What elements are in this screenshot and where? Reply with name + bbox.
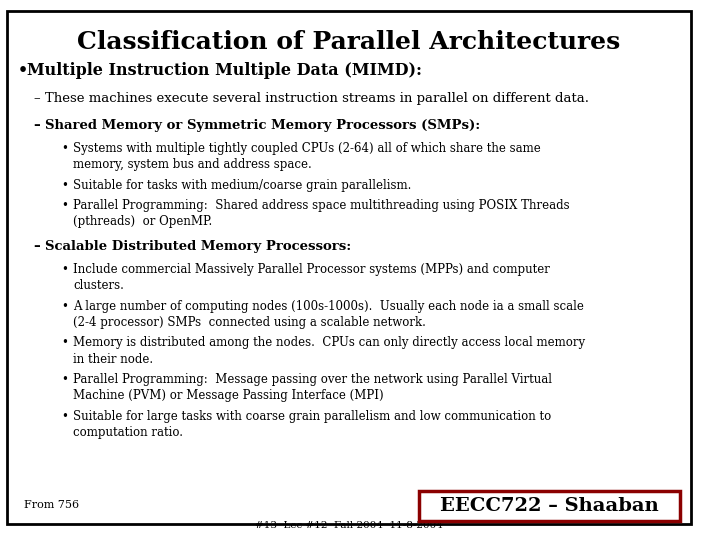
Text: •: • [61, 263, 68, 276]
Text: •: • [61, 142, 68, 155]
Text: –: – [34, 92, 40, 105]
Text: clusters.: clusters. [73, 279, 124, 292]
Text: •: • [61, 179, 68, 192]
Text: These machines execute several instruction streams in parallel on different data: These machines execute several instructi… [45, 92, 590, 105]
Text: •: • [61, 373, 68, 386]
Text: •: • [61, 410, 68, 423]
Text: •: • [61, 300, 68, 313]
Text: Classification of Parallel Architectures: Classification of Parallel Architectures [77, 30, 621, 53]
Text: From 756: From 756 [24, 500, 79, 510]
FancyBboxPatch shape [418, 491, 680, 521]
Text: –: – [34, 119, 40, 132]
Text: •: • [17, 62, 27, 79]
Text: (2-4 processor) SMPs  connected using a scalable network.: (2-4 processor) SMPs connected using a s… [73, 316, 426, 329]
Text: computation ratio.: computation ratio. [73, 426, 184, 439]
Text: Parallel Programming:  Message passing over the network using Parallel Virtual: Parallel Programming: Message passing ov… [73, 373, 552, 386]
Text: •: • [61, 336, 68, 349]
Text: Scalable Distributed Memory Processors:: Scalable Distributed Memory Processors: [45, 240, 351, 253]
FancyBboxPatch shape [7, 11, 690, 524]
Text: (pthreads)  or OpenMP.: (pthreads) or OpenMP. [73, 215, 212, 228]
Text: EECC722 – Shaaban: EECC722 – Shaaban [440, 497, 659, 515]
Text: –: – [34, 240, 40, 253]
Text: Suitable for large tasks with coarse grain parallelism and low communication to: Suitable for large tasks with coarse gra… [73, 410, 552, 423]
Text: A large number of computing nodes (100s-1000s).  Usually each node ia a small sc: A large number of computing nodes (100s-… [73, 300, 584, 313]
Text: Suitable for tasks with medium/coarse grain parallelism.: Suitable for tasks with medium/coarse gr… [73, 179, 412, 192]
Text: Machine (PVM) or Message Passing Interface (MPI): Machine (PVM) or Message Passing Interfa… [73, 389, 384, 402]
Text: Shared Memory or Symmetric Memory Processors (SMPs):: Shared Memory or Symmetric Memory Proces… [45, 119, 481, 132]
Text: #13  Lec #12  Fall 2004  11-8-2004: #13 Lec #12 Fall 2004 11-8-2004 [255, 521, 443, 530]
Text: •: • [61, 199, 68, 212]
Text: Parallel Programming:  Shared address space multithreading using POSIX Threads: Parallel Programming: Shared address spa… [73, 199, 570, 212]
Text: Systems with multiple tightly coupled CPUs (2-64) all of which share the same: Systems with multiple tightly coupled CP… [73, 142, 541, 155]
Text: Include commercial Massively Parallel Processor systems (MPPs) and computer: Include commercial Massively Parallel Pr… [73, 263, 550, 276]
Text: memory, system bus and address space.: memory, system bus and address space. [73, 158, 312, 171]
Text: Multiple Instruction Multiple Data (MIMD):: Multiple Instruction Multiple Data (MIMD… [27, 62, 421, 79]
Text: in their node.: in their node. [73, 353, 153, 366]
Text: Memory is distributed among the nodes.  CPUs can only directly access local memo: Memory is distributed among the nodes. C… [73, 336, 585, 349]
